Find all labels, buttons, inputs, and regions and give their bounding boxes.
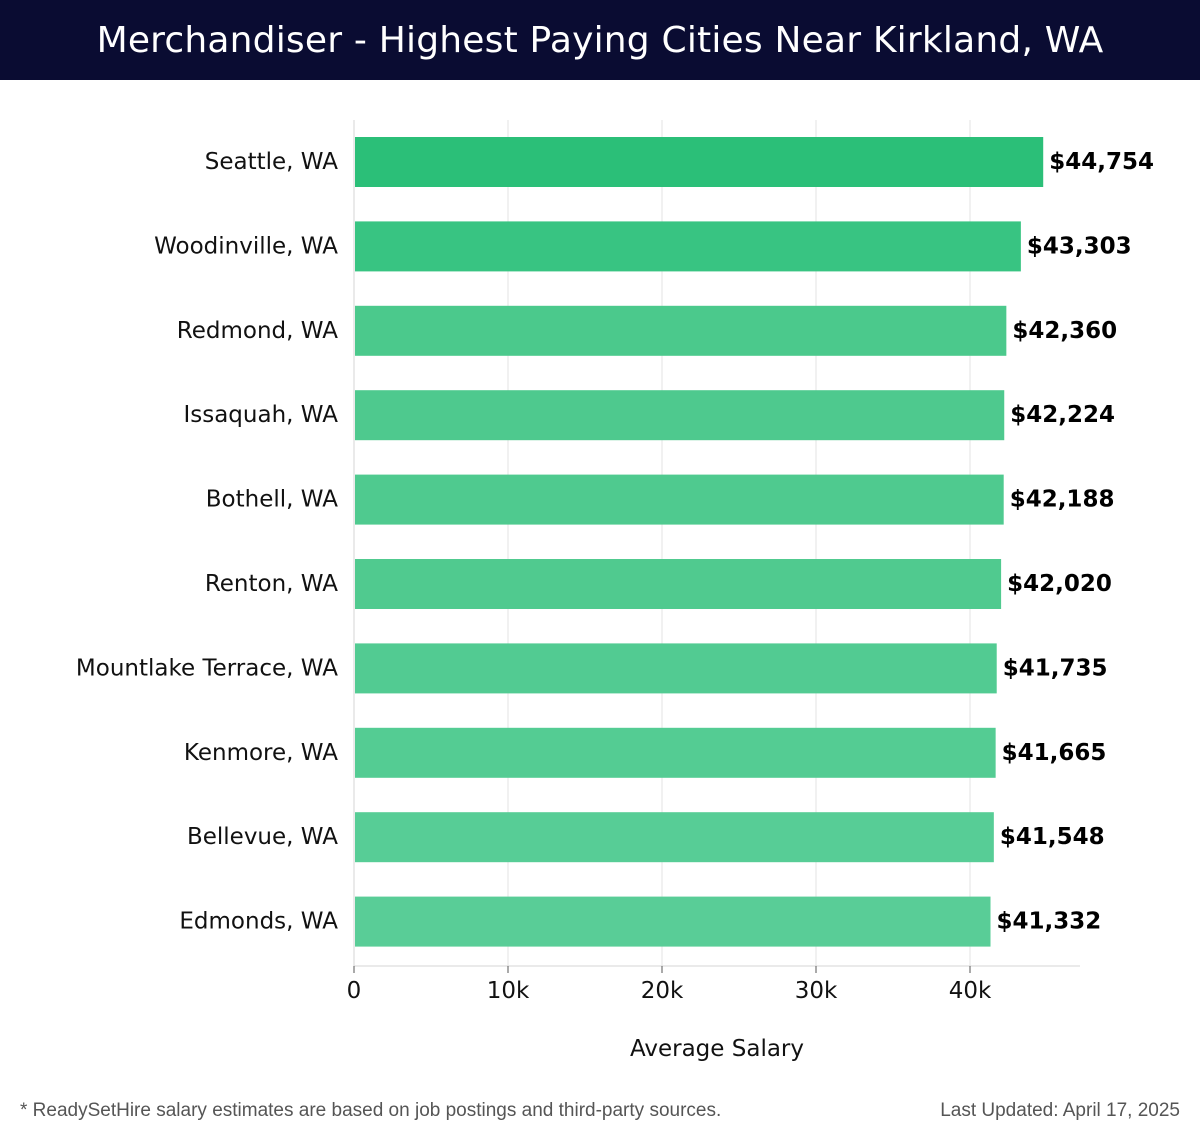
category-label-1: Woodinville, WA: [154, 233, 338, 259]
value-label-9: $41,332: [997, 909, 1102, 935]
value-label-5: $42,020: [1007, 571, 1112, 597]
bar-chart: Seattle, WA $44,754 Woodinville, WA $43,303…: [76, 120, 1154, 1062]
value-label-7: $41,665: [1002, 740, 1107, 766]
value-label-3: $42,224: [1010, 402, 1115, 428]
value-label-2: $42,360: [1012, 318, 1117, 344]
category-label-6: Mountlake Terrace, WA: [76, 655, 338, 681]
value-label-8: $41,548: [1000, 824, 1105, 850]
bar-9: [355, 896, 991, 947]
bar-6: [355, 643, 997, 694]
bar-8: [355, 812, 994, 863]
category-label-5: Renton, WA: [205, 571, 338, 597]
value-label-1: $43,303: [1027, 233, 1132, 259]
category-label-0: Seattle, WA: [205, 149, 339, 175]
bar-4: [355, 474, 1004, 525]
category-label-8: Bellevue, WA: [187, 824, 338, 850]
category-label-2: Redmond, WA: [177, 318, 338, 344]
x-tick-label-4: 40k: [949, 978, 992, 1004]
value-label-0: $44,754: [1049, 149, 1154, 175]
x-tick-label-3: 30k: [795, 978, 838, 1004]
x-tick-label-1: 10k: [487, 978, 530, 1004]
category-label-4: Bothell, WA: [206, 487, 338, 513]
chart-title: Merchandiser - Highest Paying Cities Nea…: [96, 19, 1104, 61]
category-label-3: Issaquah, WA: [183, 402, 338, 428]
x-axis-label: Average Salary: [630, 1036, 804, 1062]
last-updated: Last Updated: April 17, 2025: [940, 1100, 1180, 1122]
bar-7: [355, 727, 996, 778]
bar-3: [355, 390, 1005, 441]
category-label-7: Kenmore, WA: [184, 740, 338, 766]
last-updated-date: April 17, 2025: [1062, 1100, 1180, 1121]
footer-note: * ReadySetHire salary estimates are base…: [20, 1100, 722, 1121]
bar-5: [355, 559, 1002, 609]
bar-2: [355, 305, 1007, 356]
value-label-4: $42,188: [1010, 487, 1115, 513]
bar-1: [355, 221, 1021, 272]
bar-0: [355, 137, 1044, 187]
x-tick-label-2: 20k: [641, 978, 684, 1004]
last-updated-label: Last Updated:: [940, 1100, 1059, 1121]
title-bar: Merchandiser - Highest Paying Cities Nea…: [0, 0, 1200, 80]
category-label-9: Edmonds, WA: [179, 909, 338, 935]
x-tick-label-0: 0: [347, 978, 362, 1004]
value-label-6: $41,735: [1003, 655, 1108, 681]
